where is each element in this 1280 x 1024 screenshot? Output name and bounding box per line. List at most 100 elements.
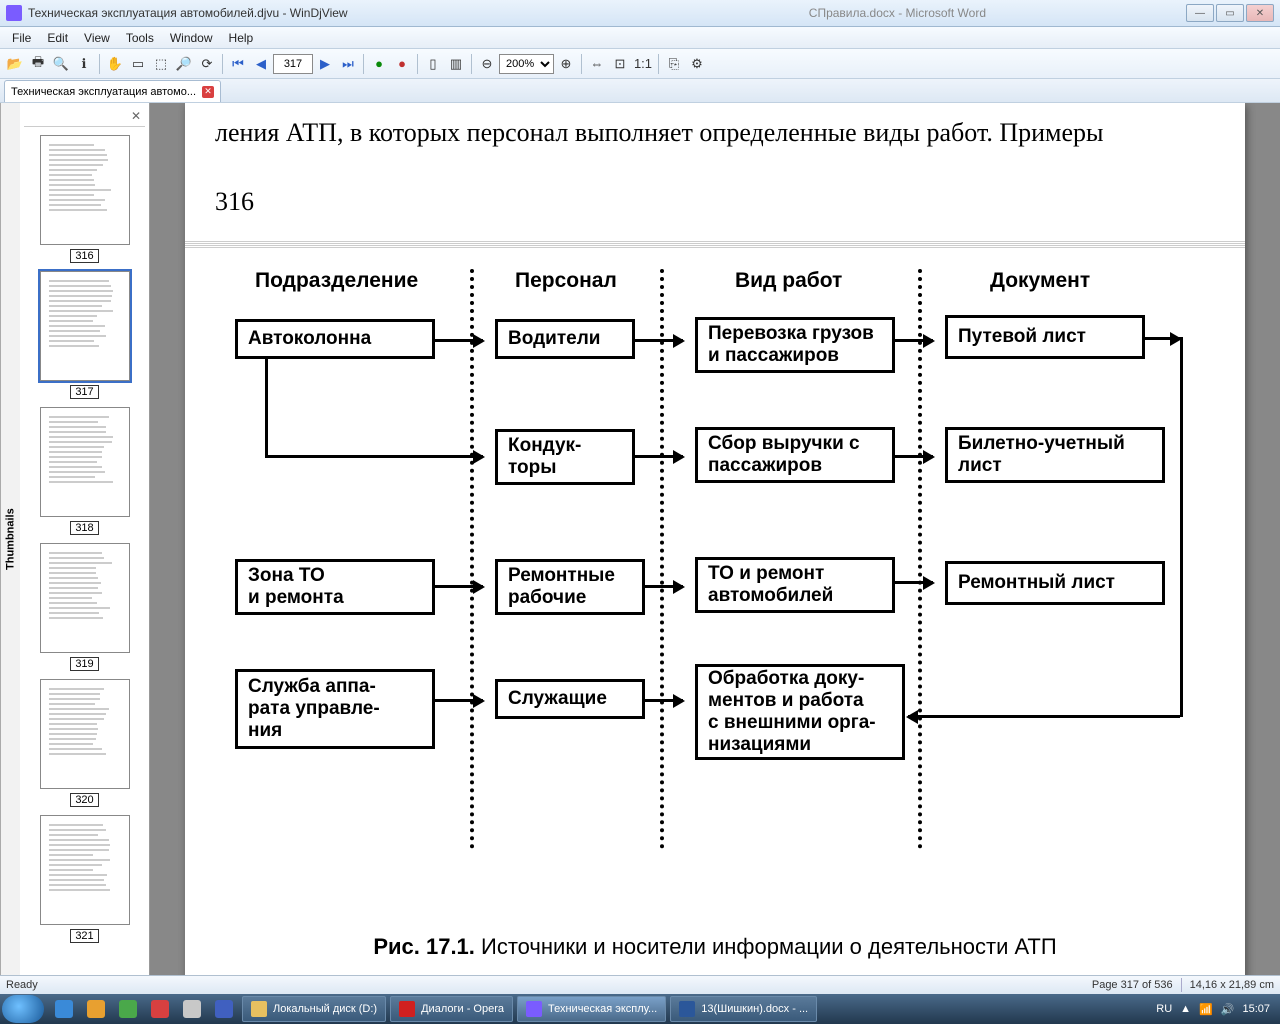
prev-page-icon[interactable]: ◀ bbox=[250, 53, 272, 75]
thumbnail[interactable]: 316 bbox=[24, 135, 145, 263]
diagram-node: Служба аппа-рата управле-ния bbox=[235, 669, 435, 749]
column-divider bbox=[918, 269, 922, 849]
pinned-app[interactable] bbox=[113, 996, 143, 1022]
pinned-app[interactable] bbox=[49, 996, 79, 1022]
export-icon[interactable]: ⎘ bbox=[663, 53, 685, 75]
pinned-app[interactable] bbox=[177, 996, 207, 1022]
find-icon[interactable]: 🔍 bbox=[50, 53, 72, 75]
menu-help[interactable]: Help bbox=[221, 29, 262, 47]
column-header: Вид работ bbox=[735, 269, 842, 293]
menu-file[interactable]: File bbox=[4, 29, 39, 47]
diagram-node: Ремонтные рабочие bbox=[495, 559, 645, 615]
page-input[interactable] bbox=[273, 54, 313, 74]
thumbnail[interactable]: 319 bbox=[24, 543, 145, 671]
thumbnail-label: 320 bbox=[70, 793, 98, 807]
close-button[interactable]: ✕ bbox=[1246, 4, 1274, 22]
page-number-prev: 316 bbox=[215, 182, 1215, 221]
diagram-arrow bbox=[645, 699, 683, 702]
tab-close-icon[interactable]: ✕ bbox=[202, 86, 214, 98]
document-view[interactable]: ления АТП, в которых персонал выполняет … bbox=[150, 103, 1280, 975]
diagram-connector bbox=[1180, 337, 1183, 717]
taskbar-task[interactable]: Диалоги - Opera bbox=[390, 996, 513, 1022]
next-page-icon[interactable]: ▶ bbox=[314, 53, 336, 75]
taskbar-task[interactable]: Локальный диск (D:) bbox=[242, 996, 386, 1022]
menu-view[interactable]: View bbox=[76, 29, 118, 47]
info-icon[interactable]: ℹ bbox=[73, 53, 95, 75]
layout-single-icon[interactable]: ▯ bbox=[422, 53, 444, 75]
open-icon[interactable]: 📂 bbox=[4, 53, 26, 75]
print-icon[interactable]: 🖶 bbox=[27, 53, 49, 75]
last-page-icon[interactable]: ⏭ bbox=[337, 53, 359, 75]
tray-clock[interactable]: 15:07 bbox=[1242, 1003, 1270, 1015]
tray-flag-icon: ▲ bbox=[1180, 1003, 1191, 1015]
zoom-in-icon[interactable]: ⊕ bbox=[555, 53, 577, 75]
window-titlebar: Техническая эксплуатация автомобилей.djv… bbox=[0, 0, 1280, 27]
diagram-node: Водители bbox=[495, 319, 635, 359]
maximize-button[interactable]: ▭ bbox=[1216, 4, 1244, 22]
diagram-arrow bbox=[645, 585, 683, 588]
task-label: 13(Шишкин).docx - ... bbox=[701, 1003, 808, 1015]
tray-network-icon: 📶 bbox=[1199, 1003, 1213, 1016]
thumbnail[interactable]: 318 bbox=[24, 407, 145, 535]
statusbar: Ready Page 317 of 536 14,16 x 21,89 cm bbox=[0, 975, 1280, 994]
document-tab[interactable]: Техническая эксплуатация автомо... ✕ bbox=[4, 80, 221, 102]
taskbar-task[interactable]: Техническая эксплу... bbox=[517, 996, 666, 1022]
diagram-arrow bbox=[1145, 337, 1180, 340]
column-header: Персонал bbox=[515, 269, 617, 293]
menu-window[interactable]: Window bbox=[162, 29, 221, 47]
diagram-arrow bbox=[435, 339, 483, 342]
thumbnail-label: 317 bbox=[70, 385, 98, 399]
taskbar: Локальный диск (D:)Диалоги - OperaТехнич… bbox=[0, 994, 1280, 1024]
nav-back-icon[interactable]: ● bbox=[368, 53, 390, 75]
panel-close-icon[interactable]: ✕ bbox=[131, 109, 141, 126]
settings-icon[interactable]: ⚙ bbox=[686, 53, 708, 75]
zoom-select[interactable]: 200% bbox=[499, 54, 554, 74]
start-button[interactable] bbox=[2, 995, 44, 1023]
status-ready: Ready bbox=[6, 979, 1092, 991]
column-divider bbox=[470, 269, 474, 849]
system-tray[interactable]: RU ▲ 📶 🔊 15:07 bbox=[1148, 1003, 1278, 1016]
actual-size-icon[interactable]: 1:1 bbox=[632, 53, 654, 75]
zoom-out-icon[interactable]: ⊖ bbox=[476, 53, 498, 75]
thumbnails-panel: ✕ 316 317 318 319 320 321 bbox=[20, 103, 150, 975]
marquee-icon[interactable]: ⬚ bbox=[150, 53, 172, 75]
diagram-node: Автоколонна bbox=[235, 319, 435, 359]
thumbnail[interactable]: 317 bbox=[24, 271, 145, 399]
menu-edit[interactable]: Edit bbox=[39, 29, 76, 47]
diagram-arrow bbox=[635, 455, 683, 458]
thumbnails-tab[interactable]: Thumbnails bbox=[0, 103, 20, 975]
diagram-arrow bbox=[895, 455, 933, 458]
fit-page-icon[interactable]: ⊡ bbox=[609, 53, 631, 75]
pinned-app[interactable] bbox=[81, 996, 111, 1022]
diagram-arrow bbox=[908, 715, 1180, 718]
fit-width-icon[interactable]: ⇔ bbox=[586, 53, 608, 75]
nav-fwd-icon[interactable]: ● bbox=[391, 53, 413, 75]
layout-cont-icon[interactable]: ▥ bbox=[445, 53, 467, 75]
thumbnail[interactable]: 320 bbox=[24, 679, 145, 807]
toolbar: 📂 🖶 🔍 ℹ ✋ ▭ ⬚ 🔎 ⟳ ⏮ ◀ ▶ ⏭ ● ● ▯ ▥ ⊖ 200%… bbox=[0, 49, 1280, 79]
diagram-node: Сбор выручки с пассажиров bbox=[695, 427, 895, 483]
page-divider bbox=[185, 241, 1245, 249]
first-page-icon[interactable]: ⏮ bbox=[227, 53, 249, 75]
thumbnail-label: 321 bbox=[70, 929, 98, 943]
menu-tools[interactable]: Tools bbox=[118, 29, 162, 47]
bg-window-title: СПравила.docx - Microsoft Word bbox=[809, 6, 986, 20]
column-header: Документ bbox=[990, 269, 1090, 293]
diagram-node: Ремонтный лист bbox=[945, 561, 1165, 605]
zoom-tool-icon[interactable]: 🔎 bbox=[173, 53, 195, 75]
hand-icon[interactable]: ✋ bbox=[104, 53, 126, 75]
diagram-arrow bbox=[635, 339, 683, 342]
tray-lang[interactable]: RU bbox=[1156, 1003, 1172, 1015]
minimize-button[interactable]: — bbox=[1186, 4, 1214, 22]
select-icon[interactable]: ▭ bbox=[127, 53, 149, 75]
pinned-app[interactable] bbox=[145, 996, 175, 1022]
page-content: ления АТП, в которых персонал выполняет … bbox=[185, 103, 1245, 975]
thumbnail[interactable]: 321 bbox=[24, 815, 145, 943]
diagram-node: Путевой лист bbox=[945, 315, 1145, 359]
pinned-app[interactable] bbox=[209, 996, 239, 1022]
thumbnail-label: 319 bbox=[70, 657, 98, 671]
taskbar-task[interactable]: 13(Шишкин).docx - ... bbox=[670, 996, 817, 1022]
rotate-icon[interactable]: ⟳ bbox=[196, 53, 218, 75]
app-icon bbox=[6, 5, 22, 21]
menubar: File Edit View Tools Window Help bbox=[0, 27, 1280, 49]
